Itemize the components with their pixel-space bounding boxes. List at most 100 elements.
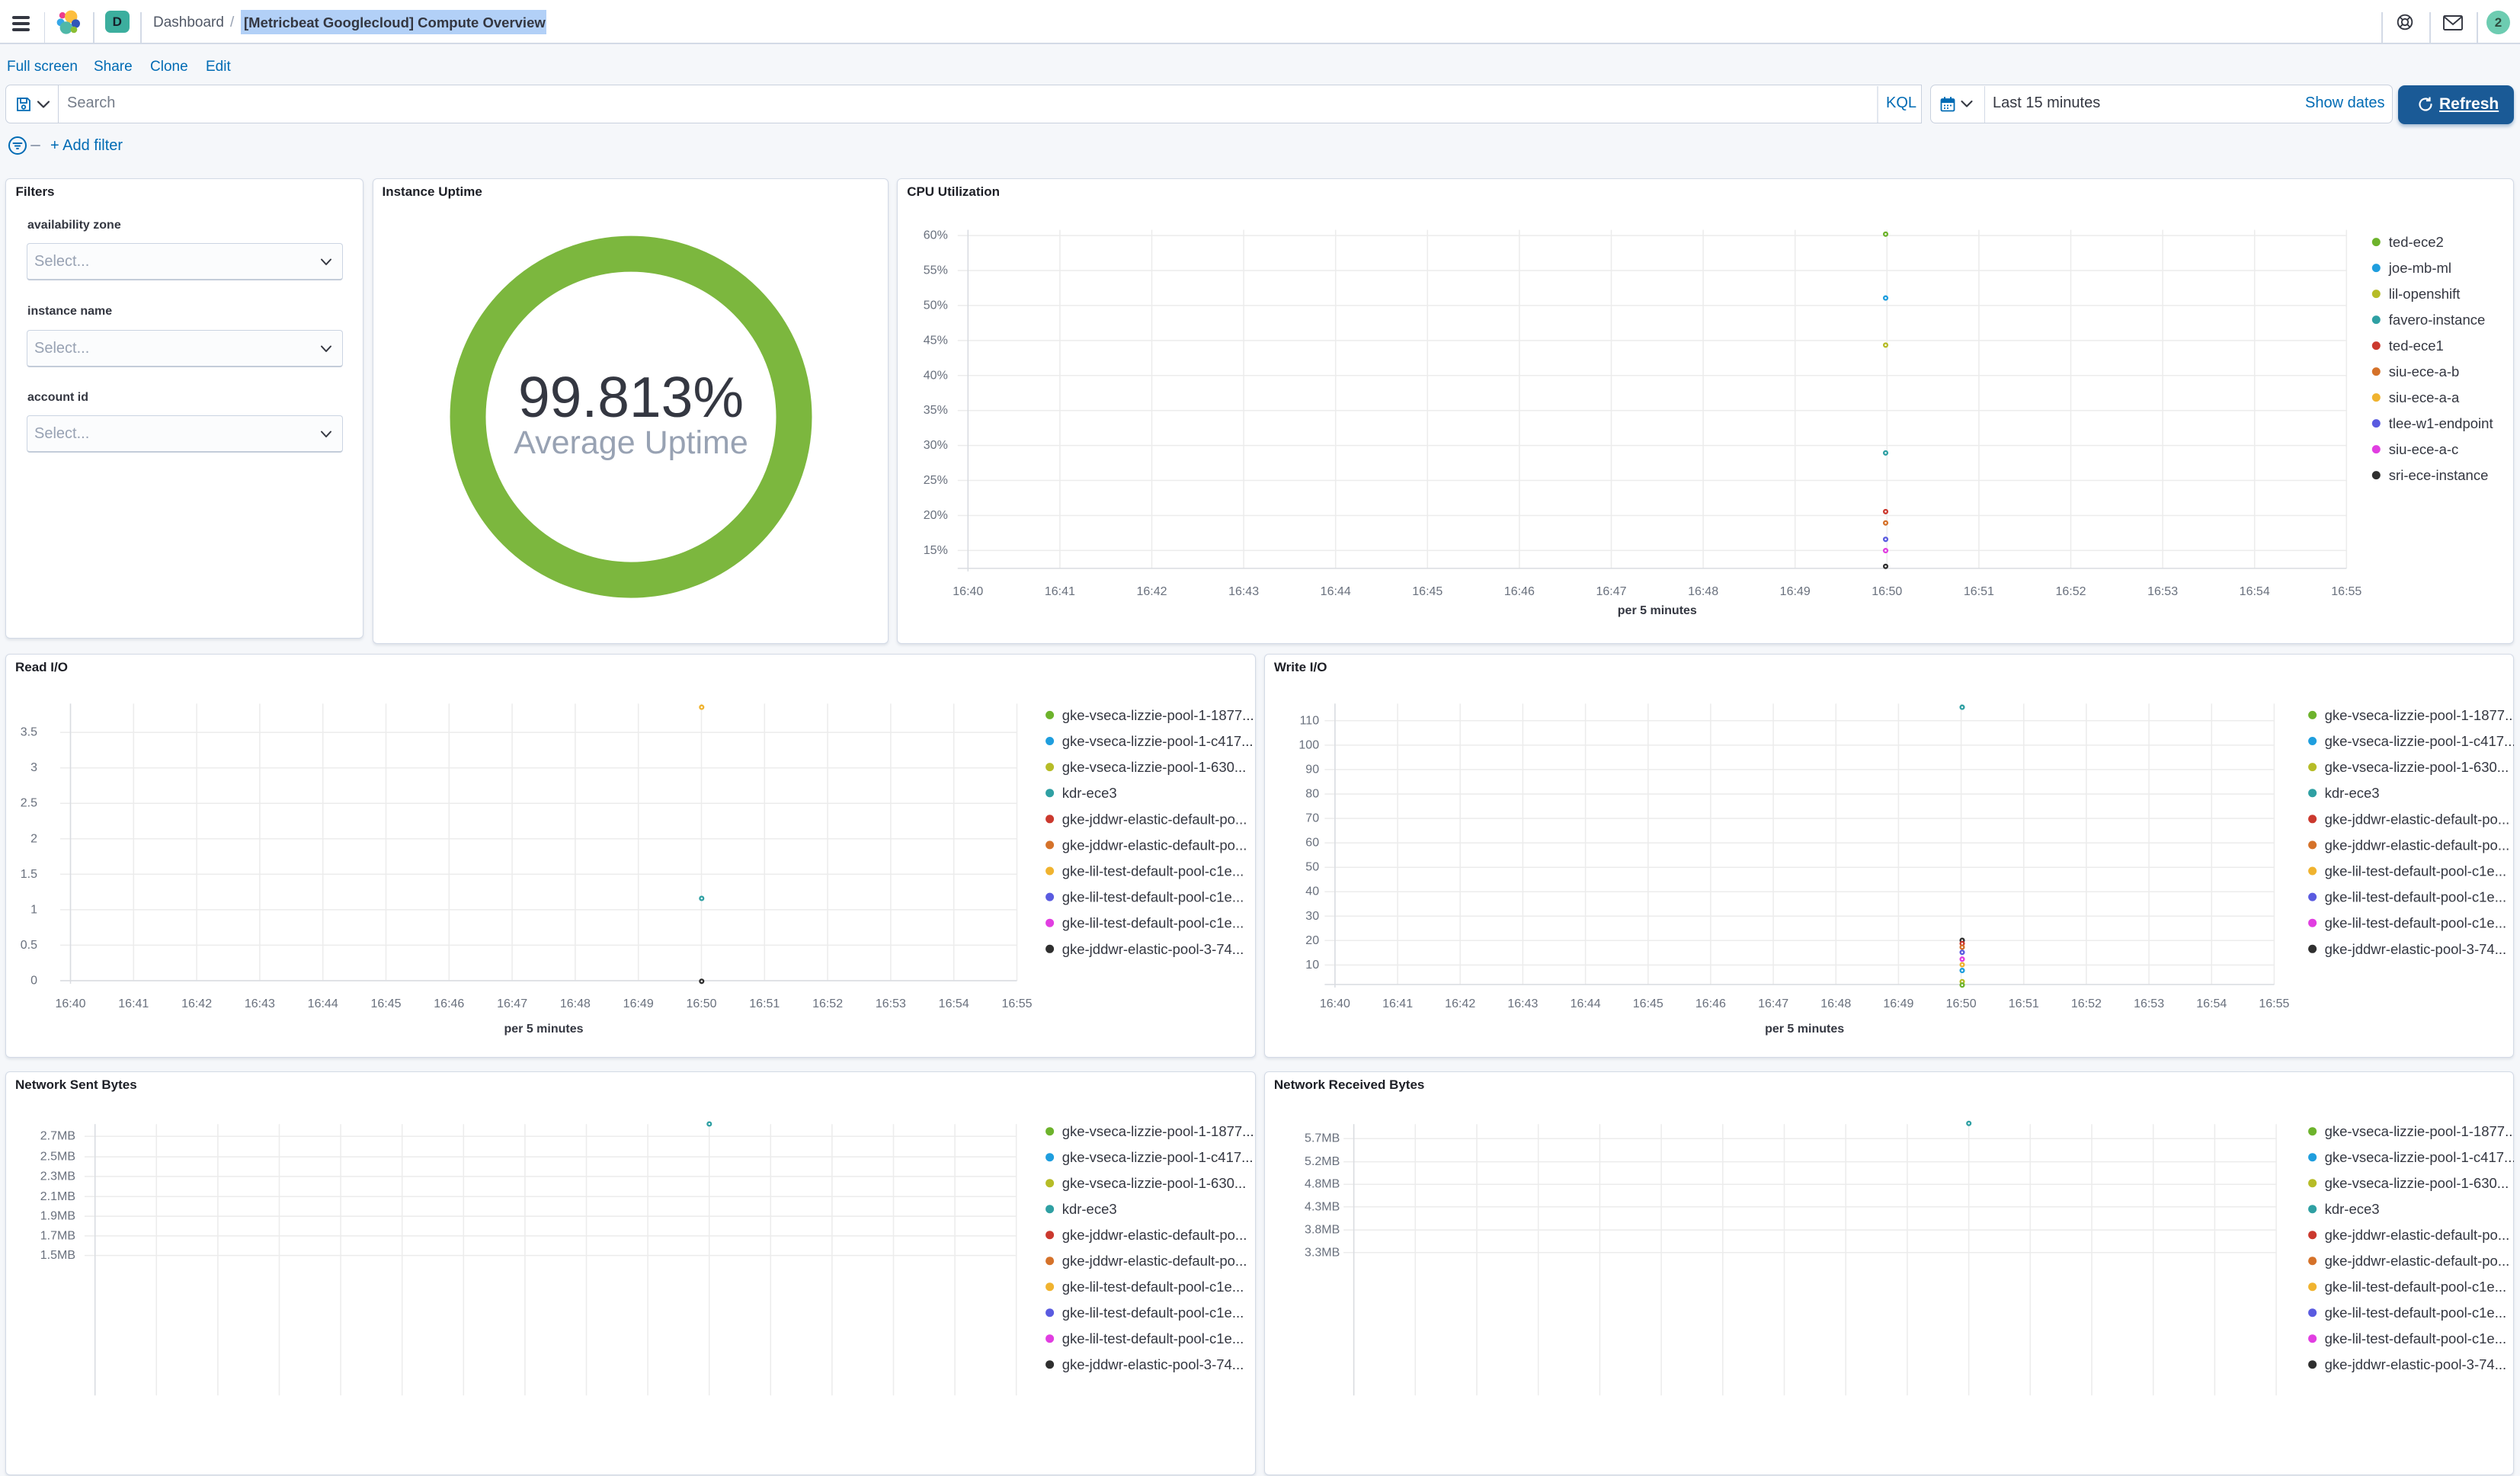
svg-text:16:42: 16:42 [1445, 997, 1475, 1010]
svg-text:gke-lil-test-default-pool-c1e.: gke-lil-test-default-pool-c1e... [2324, 863, 2506, 879]
svg-text:16:51: 16:51 [2009, 997, 2039, 1010]
svg-text:ted-ece2: ted-ece2 [2389, 234, 2444, 250]
svg-text:16:49: 16:49 [1780, 585, 1811, 598]
svg-text:16:53: 16:53 [2147, 585, 2178, 598]
svg-text:3.3MB: 3.3MB [1305, 1246, 1340, 1259]
svg-text:55%: 55% [924, 264, 948, 277]
svg-text:gke-jddwr-elastic-default-po..: gke-jddwr-elastic-default-po... [2324, 811, 2509, 827]
svg-text:per 5 minutes: per 5 minutes [1618, 604, 1697, 617]
svg-text:joe-mb-ml: joe-mb-ml [2388, 260, 2451, 276]
svg-text:gke-vseca-lizzie-pool-1-1877..: gke-vseca-lizzie-pool-1-1877... [2324, 1123, 2513, 1139]
svg-text:16:50: 16:50 [1945, 997, 1976, 1010]
svg-text:gke-lil-test-default-pool-c1e.: gke-lil-test-default-pool-c1e... [2324, 888, 2506, 904]
svg-text:16:48: 16:48 [560, 997, 591, 1010]
svg-text:60%: 60% [924, 229, 948, 242]
svg-text:16:44: 16:44 [1570, 997, 1600, 1010]
svg-text:16:53: 16:53 [876, 997, 906, 1010]
svg-text:16:54: 16:54 [939, 997, 969, 1010]
svg-text:gke-jddwr-elastic-default-po..: gke-jddwr-elastic-default-po... [2324, 1253, 2509, 1269]
svg-text:gke-vseca-lizzie-pool-1-630...: gke-vseca-lizzie-pool-1-630... [1062, 759, 1247, 775]
svg-text:gke-jddwr-elastic-pool-3-74...: gke-jddwr-elastic-pool-3-74... [1062, 940, 1244, 956]
svg-text:60: 60 [1305, 836, 1319, 849]
svg-text:90: 90 [1305, 763, 1319, 776]
svg-text:16:40: 16:40 [55, 997, 85, 1010]
svg-text:16:47: 16:47 [497, 997, 527, 1010]
svg-text:2.3MB: 2.3MB [40, 1170, 75, 1183]
svg-text:2.1MB: 2.1MB [40, 1190, 75, 1203]
svg-text:1.5MB: 1.5MB [40, 1249, 75, 1262]
svg-text:0: 0 [30, 974, 37, 987]
svg-text:30%: 30% [924, 439, 948, 452]
svg-text:80: 80 [1305, 787, 1319, 800]
svg-text:2.5: 2.5 [21, 796, 37, 809]
svg-text:gke-lil-test-default-pool-c1e.: gke-lil-test-default-pool-c1e... [1062, 1330, 1244, 1346]
svg-text:gke-lil-test-default-pool-c1e.: gke-lil-test-default-pool-c1e... [2324, 914, 2506, 930]
svg-text:1.7MB: 1.7MB [40, 1229, 75, 1242]
svg-text:50%: 50% [924, 299, 948, 312]
svg-text:16:54: 16:54 [2240, 585, 2270, 598]
svg-text:gke-vseca-lizzie-pool-1-1877..: gke-vseca-lizzie-pool-1-1877... [1062, 706, 1254, 722]
svg-text:16:55: 16:55 [2259, 997, 2289, 1010]
svg-text:16:45: 16:45 [370, 997, 401, 1010]
svg-text:ted-ece1: ted-ece1 [2389, 338, 2444, 354]
svg-text:16:46: 16:46 [434, 997, 464, 1010]
svg-text:16:55: 16:55 [2331, 585, 2361, 598]
svg-text:gke-jddwr-elastic-default-po..: gke-jddwr-elastic-default-po... [1062, 1253, 1247, 1269]
svg-text:35%: 35% [924, 405, 948, 418]
svg-text:16:41: 16:41 [118, 997, 149, 1010]
svg-text:16:50: 16:50 [1872, 585, 1902, 598]
svg-text:3.5: 3.5 [21, 725, 37, 738]
svg-text:lil-openshift: lil-openshift [2389, 286, 2461, 302]
svg-text:3.8MB: 3.8MB [1305, 1223, 1340, 1236]
svg-text:16:46: 16:46 [1504, 585, 1535, 598]
svg-text:gke-vseca-lizzie-pool-1-c417..: gke-vseca-lizzie-pool-1-c417... [1062, 733, 1254, 749]
svg-text:2: 2 [30, 832, 37, 845]
svg-text:Average Uptime: Average Uptime [514, 424, 748, 461]
svg-text:kdr-ece3: kdr-ece3 [1062, 785, 1117, 801]
svg-text:16:48: 16:48 [1820, 997, 1851, 1010]
svg-text:40: 40 [1305, 885, 1319, 898]
svg-text:1: 1 [30, 903, 37, 916]
svg-text:16:43: 16:43 [1228, 585, 1259, 598]
svg-text:gke-lil-test-default-pool-c1e.: gke-lil-test-default-pool-c1e... [1062, 888, 1244, 904]
svg-text:gke-vseca-lizzie-pool-1-c417..: gke-vseca-lizzie-pool-1-c417... [2324, 1149, 2513, 1165]
svg-text:110: 110 [1299, 714, 1319, 727]
svg-text:5.7MB: 5.7MB [1305, 1132, 1340, 1145]
svg-text:16:42: 16:42 [181, 997, 212, 1010]
svg-text:20%: 20% [924, 509, 948, 522]
svg-text:gke-lil-test-default-pool-c1e.: gke-lil-test-default-pool-c1e... [2324, 1305, 2506, 1321]
svg-text:16:46: 16:46 [1695, 997, 1726, 1010]
svg-text:16:54: 16:54 [2196, 997, 2227, 1010]
svg-text:gke-lil-test-default-pool-c1e.: gke-lil-test-default-pool-c1e... [1062, 1305, 1244, 1321]
svg-text:gke-vseca-lizzie-pool-1-630...: gke-vseca-lizzie-pool-1-630... [1062, 1175, 1247, 1191]
svg-text:16:51: 16:51 [749, 997, 780, 1010]
svg-text:gke-jddwr-elastic-default-po..: gke-jddwr-elastic-default-po... [2324, 1227, 2509, 1243]
svg-text:10: 10 [1305, 958, 1319, 971]
svg-text:16:41: 16:41 [1382, 997, 1413, 1010]
svg-text:per 5 minutes: per 5 minutes [504, 1022, 583, 1035]
svg-text:gke-lil-test-default-pool-c1e.: gke-lil-test-default-pool-c1e... [1062, 914, 1244, 930]
svg-text:3: 3 [30, 761, 37, 774]
svg-text:16:51: 16:51 [1964, 585, 1994, 598]
svg-text:100: 100 [1298, 738, 1319, 751]
svg-text:per 5 minutes: per 5 minutes [1765, 1022, 1844, 1035]
svg-text:30: 30 [1305, 909, 1319, 922]
svg-text:kdr-ece3: kdr-ece3 [2324, 1201, 2379, 1217]
svg-text:gke-jddwr-elastic-pool-3-74...: gke-jddwr-elastic-pool-3-74... [1062, 1356, 1244, 1372]
svg-text:16:55: 16:55 [1001, 997, 1032, 1010]
svg-text:15%: 15% [924, 544, 948, 557]
svg-text:16:44: 16:44 [308, 997, 338, 1010]
svg-text:gke-vseca-lizzie-pool-1-630...: gke-vseca-lizzie-pool-1-630... [2324, 759, 2509, 775]
svg-text:16:40: 16:40 [953, 585, 983, 598]
svg-text:4.8MB: 4.8MB [1305, 1177, 1340, 1190]
svg-text:2.7MB: 2.7MB [40, 1129, 75, 1142]
svg-text:gke-jddwr-elastic-pool-3-74...: gke-jddwr-elastic-pool-3-74... [2324, 940, 2506, 956]
svg-text:kdr-ece3: kdr-ece3 [1062, 1201, 1117, 1217]
svg-text:favero-instance: favero-instance [2389, 312, 2485, 328]
svg-text:16:49: 16:49 [623, 997, 654, 1010]
svg-text:16:52: 16:52 [812, 997, 843, 1010]
svg-text:gke-jddwr-elastic-default-po..: gke-jddwr-elastic-default-po... [1062, 811, 1247, 827]
svg-text:16:41: 16:41 [1045, 585, 1075, 598]
svg-text:99.813%: 99.813% [517, 365, 743, 429]
svg-text:gke-vseca-lizzie-pool-1-630...: gke-vseca-lizzie-pool-1-630... [2324, 1175, 2509, 1191]
